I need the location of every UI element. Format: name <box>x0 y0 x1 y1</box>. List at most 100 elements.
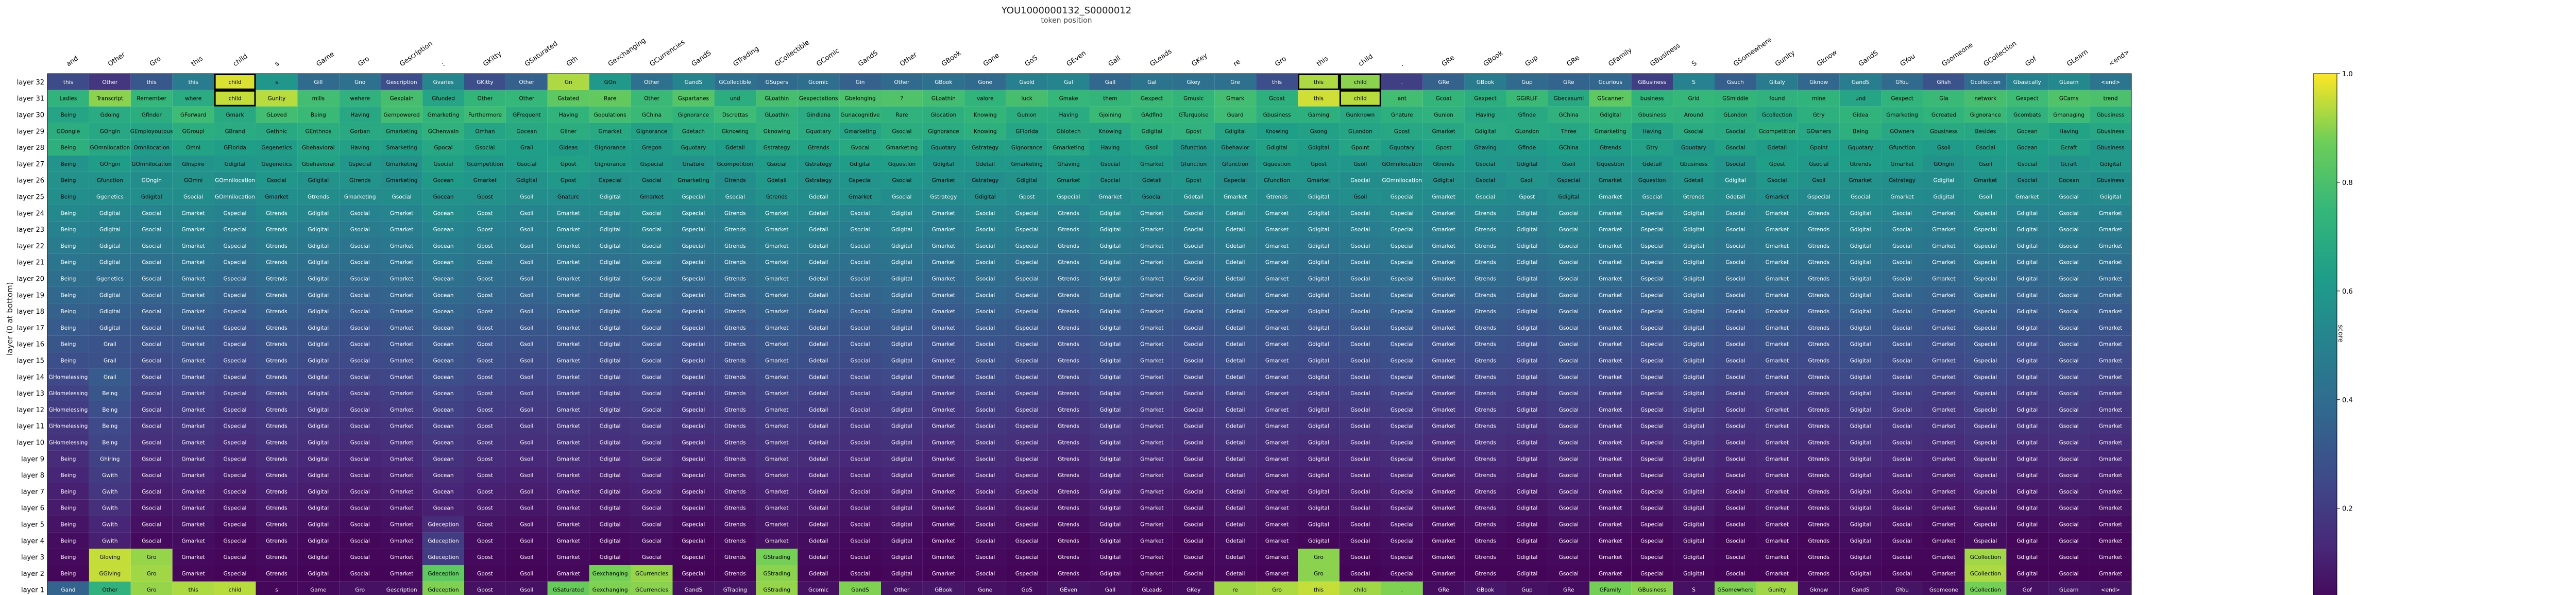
heatmap-cell <box>1006 156 1048 172</box>
heatmap-cell <box>1589 352 1632 369</box>
cell-label: Gdigital <box>308 538 329 544</box>
heatmap-cell <box>172 221 214 237</box>
heatmap-cell <box>1047 123 1090 140</box>
y-tick-label: layer 14 <box>17 373 44 381</box>
cell-label: Gdigital <box>600 309 621 315</box>
cell-label: Gdigital <box>1100 210 1121 216</box>
cell-label: Gegenetics <box>261 145 292 151</box>
cell-label: Gsocial <box>350 456 370 462</box>
cell-label: Being <box>60 505 76 512</box>
cell-label: Gsocial <box>350 390 370 397</box>
heatmap-cell <box>47 188 89 205</box>
cell-label: Gdigital <box>308 358 329 364</box>
heatmap-cell <box>1589 221 1632 237</box>
cell-label: Gtrends <box>1808 407 1829 413</box>
cell-label: Gspecial <box>682 472 705 479</box>
cell-label: Gsocial <box>350 472 370 479</box>
cell-label: Gmarket <box>390 456 413 462</box>
heatmap-cell <box>1798 270 1840 287</box>
heatmap-cell <box>1047 253 1090 270</box>
heatmap-cell <box>1298 335 1340 352</box>
cell-label: Other <box>519 79 534 86</box>
cell-label: Gsocial <box>851 243 870 249</box>
cell-label: Gdetail <box>1226 505 1245 512</box>
cell-label: Gsocial <box>1559 407 1579 413</box>
cell-label: trend <box>2104 96 2118 102</box>
cell-label: Gspecial <box>1015 358 1039 364</box>
cell-label: Gspecial <box>1640 342 1664 348</box>
cell-label: Gmarketing <box>844 128 876 134</box>
heatmap-cell <box>798 335 840 352</box>
x-tick-label: Game <box>315 50 336 68</box>
heatmap-cell <box>214 335 256 352</box>
cell-label: Gdigital <box>1100 472 1121 479</box>
cell-label: Gsocial <box>1725 374 1745 380</box>
heatmap-cell <box>1548 335 1590 352</box>
heatmap-cell <box>839 221 881 237</box>
cell-label: Gmarket <box>557 456 580 462</box>
heatmap-cell <box>1756 188 1798 205</box>
heatmap-cell <box>1964 188 2007 205</box>
heatmap-cell <box>1798 74 1840 90</box>
cell-label: Gdetach <box>682 128 705 134</box>
heatmap-cell <box>839 286 881 303</box>
heatmap-cell <box>1006 352 1048 369</box>
cell-label: Gocean <box>433 374 454 380</box>
heatmap-cell <box>1173 123 1215 140</box>
cell-label: Three <box>1561 128 1577 134</box>
heatmap-cell <box>172 417 214 434</box>
heatmap-cell <box>1589 188 1632 205</box>
cell-label: Gstrategy <box>764 145 790 151</box>
heatmap-cell <box>547 253 589 270</box>
cell-label: Gspecial <box>1640 210 1664 216</box>
heatmap-cell <box>922 319 964 336</box>
heatmap-cell <box>1047 401 1090 418</box>
y-tick-label: layer 32 <box>17 79 44 87</box>
heatmap-cell <box>1964 368 2007 385</box>
cell-label: Gdigital <box>891 456 912 462</box>
cell-label: Gmarket <box>1432 358 1455 364</box>
cell-label: Gtrends <box>266 243 287 249</box>
cell-label: Gmarket <box>1766 489 1789 495</box>
cell-label: Gdigital <box>1100 489 1121 495</box>
heatmap-cell <box>297 139 340 156</box>
heatmap-cell <box>1506 156 1548 172</box>
heatmap-cell <box>547 90 589 107</box>
cell-label: Gwith <box>102 522 117 528</box>
cell-label: Ladies <box>60 96 77 102</box>
heatmap-cell <box>1089 335 1131 352</box>
cell-label: Gsoil <box>520 325 533 331</box>
cell-label: Gmarket <box>390 423 413 430</box>
heatmap-cell <box>2048 123 2090 140</box>
heatmap-cell <box>381 205 423 222</box>
cell-label: Gdetail <box>767 178 787 184</box>
heatmap-cell <box>672 385 715 401</box>
cell-label: Gsocial <box>2059 210 2079 216</box>
heatmap-cell <box>505 319 548 336</box>
cell-label: Gsocial <box>392 194 412 200</box>
cell-label: Gmarket <box>932 227 955 233</box>
cell-label: Gmarket <box>1432 505 1455 512</box>
cell-label: Gdetail <box>1142 178 1162 184</box>
heatmap-cell <box>1256 205 1298 222</box>
cell-label: Gsocial <box>642 522 662 528</box>
heatmap-cell <box>714 90 756 107</box>
heatmap-cell <box>1715 303 1756 319</box>
cell-label: this <box>1272 79 1282 86</box>
heatmap-cell <box>631 303 673 319</box>
cell-label: Gdigital <box>1100 554 1121 560</box>
cell-label: Gsocial <box>1559 374 1579 380</box>
heatmap-cell <box>672 303 715 319</box>
heatmap-cell <box>2090 319 2131 336</box>
heatmap-cell <box>798 368 840 385</box>
cell-label: Gspecial <box>1015 390 1039 397</box>
cell-label: Gbehavior <box>1222 145 1250 151</box>
cell-label: Gdigital <box>1016 178 1038 184</box>
heatmap-cell <box>1131 253 1173 270</box>
cell-label: Gdeception <box>428 538 459 544</box>
heatmap-cell <box>339 352 381 369</box>
cell-label: <end> <box>2101 587 2120 593</box>
cell-label: Gcomic <box>808 587 828 593</box>
cell-label: Gmarket <box>1265 423 1289 430</box>
cell-label: Gdigital <box>891 358 912 364</box>
